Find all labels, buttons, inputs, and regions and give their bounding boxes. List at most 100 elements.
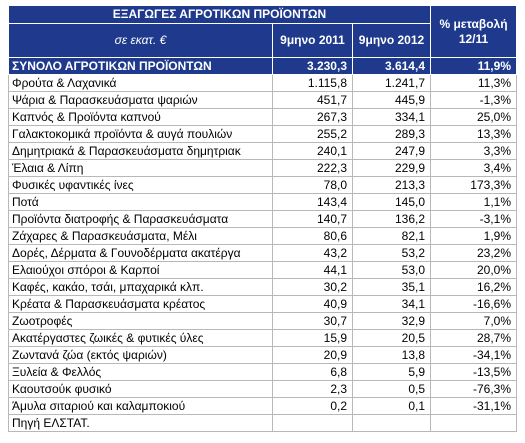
row-label: Ζωντανά ζώα (εκτός ψαριών) <box>8 346 273 364</box>
data-row: Καουτσούκ φυσικό 2,3 0,5 -76,3% <box>8 380 517 398</box>
cell-value: 136,2 <box>352 210 431 228</box>
cell-value: 173,3% <box>430 176 517 194</box>
cell-value: 28,7% <box>430 329 517 347</box>
row-label: Κρέατα & Παρασκευάσματα κρέατος <box>8 295 273 313</box>
row-label: Φρούτα & Λαχανικά <box>8 74 273 92</box>
cell-value: 40,9 <box>272 295 353 313</box>
cell-value: -34,1% <box>430 346 517 364</box>
data-row: Καπνός & Προϊόντα καπνού 267,3 334,1 25,0% <box>8 108 517 126</box>
row-label: Δορές, Δέρματα & Γουνοδέρματα ακατέργα <box>8 244 273 262</box>
data-row: Καφές, κακάο, τσάι, μπαχαρικά κλπ. 30,2 35… <box>8 278 517 296</box>
cell-value: 13,8 <box>352 346 431 364</box>
row-label: Έλαια & Λίπη <box>8 159 273 177</box>
empty-cell <box>352 414 431 432</box>
cell-value: 3.614,4 <box>352 57 431 75</box>
row-label: Ψάρια & Παρασκευάσματα ψαριών <box>8 91 273 109</box>
cell-value: 3,4% <box>430 159 517 177</box>
cell-value: 3,3% <box>430 142 517 160</box>
data-row: Δορές, Δέρματα & Γουνοδέρματα ακατέργα 43… <box>8 244 517 262</box>
cell-value: -1,3% <box>430 91 517 109</box>
row-label: Καουτσούκ φυσικό <box>8 380 273 398</box>
cell-value: 6,8 <box>272 363 353 381</box>
cell-value: 140,7 <box>272 210 353 228</box>
cell-value: 1,9% <box>430 227 517 245</box>
data-row: Άμυλα σιταριού και καλαμποκιού 0,2 0,1 -31,… <box>8 397 517 415</box>
column-header: 9μηνο 2012 <box>352 23 431 58</box>
data-row: Ζωοτροφές 30,7 32,9 7,0% <box>8 312 517 330</box>
row-label: Καπνός & Προϊόντα καπνού <box>8 108 273 126</box>
title-row: ΕΞΑΓΩΓΕΣ ΑΓΡΟΤΙΚΩΝ ΠΡΟΪΟΝΤΩΝ % μεταβολή … <box>8 5 517 58</box>
cell-value: 222,3 <box>272 159 353 177</box>
empty-cell <box>430 414 517 432</box>
cell-value: 20,0% <box>430 261 517 279</box>
cell-value: 0,2 <box>272 397 353 415</box>
cell-value: 44,1 <box>272 261 353 279</box>
row-label: Φυσικές υφαντικές ίνες <box>8 176 273 194</box>
row-label: Άμυλα σιταριού και καλαμποκιού <box>8 397 273 415</box>
cell-value: 2,3 <box>272 380 353 398</box>
cell-value: 3.230,3 <box>272 57 353 75</box>
cell-value: 1,1% <box>430 193 517 211</box>
cell-value: 16,2% <box>430 278 517 296</box>
cell-value: 334,1 <box>352 108 431 126</box>
row-label: Ξυλεία & Φελλός <box>8 363 273 381</box>
data-row: Ακατέργαστες ζωικές & φυτικές ύλες 15,9 20… <box>8 329 517 347</box>
column-header: % μεταβολή 12/11 <box>430 5 517 58</box>
data-row: Ζωντανά ζώα (εκτός ψαριών) 20,9 13,8 -34,1% <box>8 346 517 364</box>
data-row: Ξυλεία & Φελλός 6,8 5,9 -13,5% <box>8 363 517 381</box>
exports-table: ΕΞΑΓΩΓΕΣ ΑΓΡΟΤΙΚΩΝ ΠΡΟΪΟΝΤΩΝ % μεταβολή … <box>8 5 517 432</box>
source-note: Πηγή ΕΛΣΤΑΤ. <box>8 414 273 432</box>
cell-value: 240,1 <box>272 142 353 160</box>
data-row: Γαλακτοκομικά προϊόντα & αυγά πουλιών 255… <box>8 125 517 143</box>
cell-value: 25,0% <box>430 108 517 126</box>
cell-value: 145,0 <box>352 193 431 211</box>
cell-value: 53,0 <box>352 261 431 279</box>
cell-value: 1.115,8 <box>272 74 353 92</box>
footer-row: Πηγή ΕΛΣΤΑΤ. <box>8 414 517 432</box>
data-row: Ψάρια & Παρασκευάσματα ψαριών 451,7 445,9-… <box>8 91 517 109</box>
cell-value: 289,3 <box>352 125 431 143</box>
column-header: 9μηνο 2011 <box>272 23 353 58</box>
data-row: Ζάχαρες & Παρασκευάσματα, Μέλι 80,6 82,1 1,… <box>8 227 517 245</box>
header-row: σε εκατ. € 9μηνο 2011 9μηνο 2012 <box>8 23 517 58</box>
cell-value: -16,6% <box>430 295 517 313</box>
row-label: ΣΥΝΟΛΟ ΑΓΡΟΤΙΚΩΝ ΠΡΟΪΟΝΤΩΝ <box>8 57 273 75</box>
data-row: Κρέατα & Παρασκευάσματα κρέατος 40,9 34,1-… <box>8 295 517 313</box>
data-row: Ελαιούχοι σπόροι & Καρποί 44,1 53,0 20,0% <box>8 261 517 279</box>
cell-value: -13,5% <box>430 363 517 381</box>
empty-cell <box>272 414 353 432</box>
cell-value: 30,7 <box>272 312 353 330</box>
cell-value: 82,1 <box>352 227 431 245</box>
row-label: Ποτά <box>8 193 273 211</box>
cell-value: 30,2 <box>272 278 353 296</box>
cell-value: 13,3% <box>430 125 517 143</box>
data-row: Έλαια & Λίπη 222,3 229,9 3,4% <box>8 159 517 177</box>
cell-value: 11,3% <box>430 74 517 92</box>
cell-value: 451,7 <box>272 91 353 109</box>
row-label: Ελαιούχοι σπόροι & Καρποί <box>8 261 273 279</box>
cell-value: 229,9 <box>352 159 431 177</box>
cell-value: 43,2 <box>272 244 353 262</box>
cell-value: 35,1 <box>352 278 431 296</box>
cell-value: 78,0 <box>272 176 353 194</box>
row-label: Γαλακτοκομικά προϊόντα & αυγά πουλιών <box>8 125 273 143</box>
cell-value: 80,6 <box>272 227 353 245</box>
cell-value: 32,9 <box>352 312 431 330</box>
cell-value: 53,2 <box>352 244 431 262</box>
row-label: Ζάχαρες & Παρασκευάσματα, Μέλι <box>8 227 273 245</box>
data-row: Προϊόντα διατροφής & Παρασκευάσματα 140,7… <box>8 210 517 228</box>
cell-value: 255,2 <box>272 125 353 143</box>
cell-value: 5,9 <box>352 363 431 381</box>
cell-value: 247,9 <box>352 142 431 160</box>
data-row: Δημητριακά & Παρασκευάσματα δημητριακ 240… <box>8 142 517 160</box>
row-label: Καφές, κακάο, τσάι, μπαχαρικά κλπ. <box>8 278 273 296</box>
row-label: Δημητριακά & Παρασκευάσματα δημητριακ <box>8 142 273 160</box>
cell-value: 143,4 <box>272 193 353 211</box>
table-title: ΕΞΑΓΩΓΕΣ ΑΓΡΟΤΙΚΩΝ ΠΡΟΪΟΝΤΩΝ <box>8 5 431 24</box>
cell-value: 0,5 <box>352 380 431 398</box>
data-row: Ποτά 143,4 145,0 1,1% <box>8 193 517 211</box>
row-label: Ζωοτροφές <box>8 312 273 330</box>
cell-value: 445,9 <box>352 91 431 109</box>
total-row: ΣΥΝΟΛΟ ΑΓΡΟΤΙΚΩΝ ΠΡΟΪΟΝΤΩΝ 3.230,3 3.614,4… <box>8 57 517 75</box>
